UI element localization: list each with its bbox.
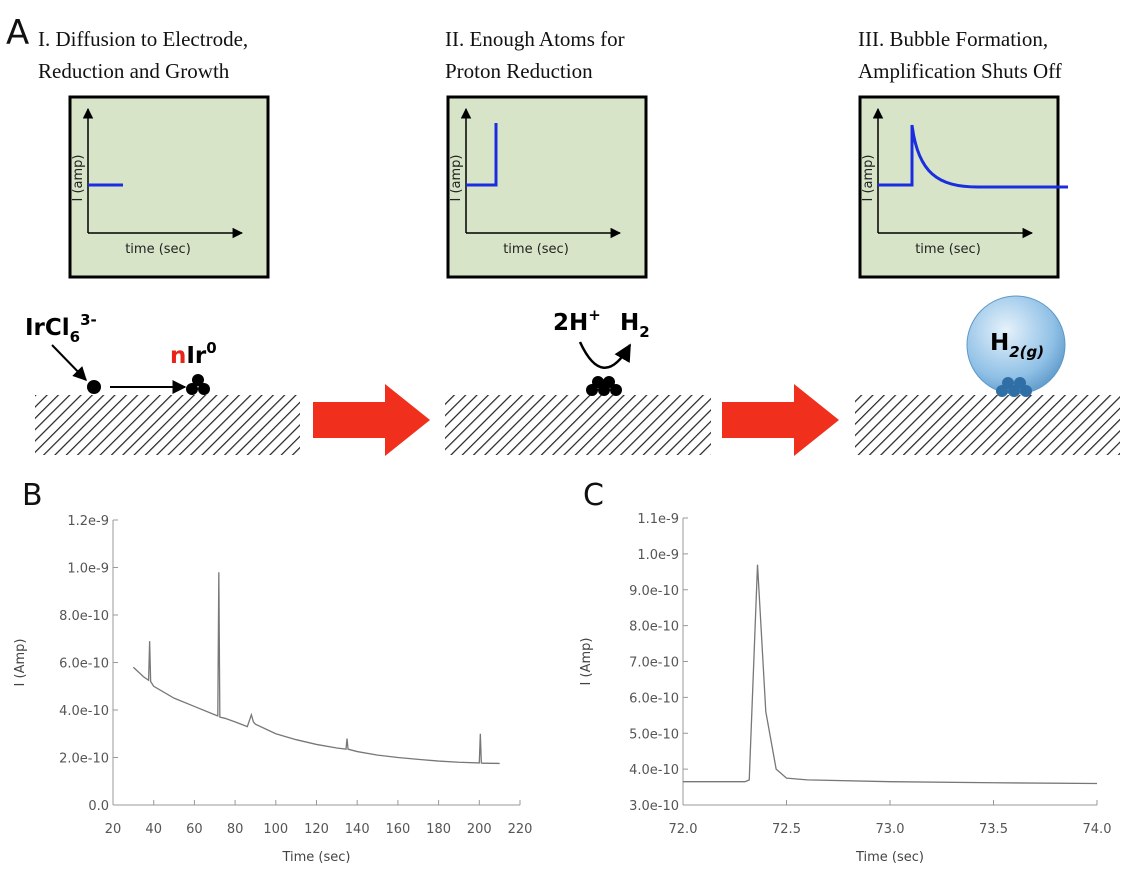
step-title: III. Bubble Formation, [858,27,1048,51]
y-tick-label: 1.0e-9 [67,562,109,577]
x-tick-label: 120 [304,822,329,837]
x-tick-label: 160 [385,822,410,837]
arrow [578,341,632,369]
data-line [132,572,500,765]
x-tick-label: 74.0 [1083,822,1112,837]
y-axis-label: I (Amp) [13,639,28,687]
current-trace [466,123,498,187]
axis-label: I (amp) [861,155,876,202]
y-tick-label: 5.0e-10 [629,727,679,742]
x-tick-label: 72.0 [669,822,698,837]
x-tick-label: 72.5 [772,822,801,837]
current-trace [878,124,1068,189]
x-axis-label: Time (sec) [855,850,924,865]
panel-label: C [583,478,604,513]
schematic-box [68,95,270,279]
panel-label: A [6,13,29,53]
x-tick-label: 180 [426,822,451,837]
step-title: I. Diffusion to Electrode, [38,27,248,51]
step-title: II. Enough Atoms for [445,27,625,51]
x-axis-label: Time (sec) [281,850,350,865]
cluster [186,374,210,395]
panel-label: B [22,478,43,513]
x-tick-label: 140 [345,822,370,837]
arrow [51,344,87,382]
schematic-box [446,95,648,279]
y-tick-label: 8.0e-10 [629,620,679,635]
data-line [683,564,1098,785]
axis-label: time (sec) [125,242,191,257]
y-tick-label: 1.1e-9 [637,512,679,527]
x-tick-label: 80 [227,822,244,837]
y-tick-label: 0.0 [88,799,109,814]
x-tick-label: 73.5 [979,822,1008,837]
axis-label: I (amp) [449,155,464,202]
step-title: Amplification Shuts Off [858,59,1062,83]
y-tick-label: 7.0e-10 [629,656,679,671]
y-tick-label: 2.0e-10 [59,752,109,767]
y-tick-label: 6.0e-10 [629,691,679,706]
axis-label: time (sec) [503,242,569,257]
atom [87,380,101,394]
electrode [445,395,711,455]
x-tick-label: 60 [186,822,203,837]
arrow [722,384,839,456]
axis-label: I (amp) [71,155,86,202]
x-tick-label: 40 [145,822,162,837]
step-title: Reduction and Growth [38,59,230,83]
arrow [313,384,430,456]
species-label: IrCl63- [25,311,97,346]
species-label: H2(g) [990,330,1044,361]
x-tick-label: 73.0 [876,822,905,837]
species-label: nIr0 [170,339,217,369]
electrode [35,395,300,455]
y-tick-label: 3.0e-10 [629,799,679,814]
x-tick-label: 220 [508,822,533,837]
cluster [996,377,1032,397]
y-tick-label: 1.0e-9 [637,548,679,563]
x-tick-label: 20 [105,822,122,837]
x-tick-label: 100 [263,822,288,837]
y-tick-label: 4.0e-10 [629,763,679,778]
cluster [586,376,622,396]
electrode [855,395,1120,455]
x-tick-label: 200 [467,822,492,837]
y-tick-label: 6.0e-10 [59,657,109,672]
y-tick-label: 8.0e-10 [59,609,109,624]
species-label: H2 [620,310,650,341]
y-axis-label: I (Amp) [579,638,594,686]
step-title: Proton Reduction [445,59,593,83]
axis-label: time (sec) [915,242,981,257]
y-tick-label: 1.2e-9 [67,514,109,529]
species-label: 2H+ [553,306,601,336]
y-tick-label: 9.0e-10 [629,584,679,599]
y-tick-label: 4.0e-10 [59,704,109,719]
